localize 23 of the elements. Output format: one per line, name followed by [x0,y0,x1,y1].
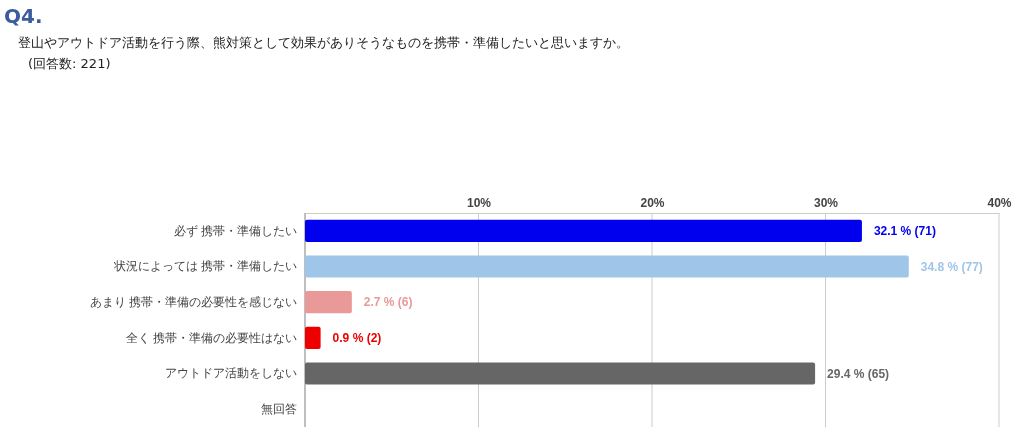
text: (回答数: 221) [28,56,111,71]
x-tick-label: 30% [813,196,839,210]
bar [305,362,816,385]
y-tick-label: あまり 携帯・準備の必要性を感じない [89,295,297,310]
x-tick-label: 20% [640,196,665,210]
data-label: 34.8 % (77) [920,259,983,274]
data-label: 2.7 % (6) [363,295,413,310]
y-tick-label: 全く 携帯・準備の必要性はない [125,330,297,345]
bar [305,219,862,242]
bar [305,255,909,278]
chart-subtitle: 登山やアウトドア活動を行う際、熊対策として効果がありそうなものを携帯・準備したいと思いますか。 [18,35,629,50]
y-tick-label: アウトドア活動をしない [165,366,297,381]
y-tick-label: 無回答 [261,402,297,417]
y-tick-label: 必ず 携帯・準備したい [173,223,297,238]
data-label: 0.9 % (2) [332,331,382,346]
data-label: 32.1 % (71) [873,224,936,239]
bar [305,326,321,349]
x-tick-label: 40% [987,196,1012,210]
data-label: 29.4 % (65) [827,366,890,381]
y-tick-label: 状況によっては 携帯・準備したい [112,259,297,274]
bar [305,291,352,314]
text: Q4. [4,4,43,28]
x-tick-label: 10% [466,196,492,210]
